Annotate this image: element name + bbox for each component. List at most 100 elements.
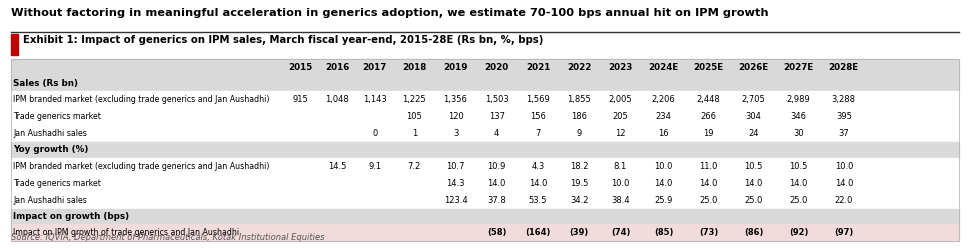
Text: 120: 120 bbox=[448, 112, 463, 121]
FancyBboxPatch shape bbox=[11, 175, 959, 192]
FancyBboxPatch shape bbox=[11, 142, 959, 157]
Text: (39): (39) bbox=[569, 228, 589, 237]
Text: 2015: 2015 bbox=[288, 63, 312, 72]
Text: Exhibit 1: Impact of generics on IPM sales, March fiscal year-end, 2015-28E (Rs : Exhibit 1: Impact of generics on IPM sal… bbox=[22, 35, 543, 45]
Text: 10.0: 10.0 bbox=[835, 162, 853, 171]
Text: 105: 105 bbox=[407, 112, 422, 121]
Text: 2020: 2020 bbox=[485, 63, 509, 72]
Text: 10.7: 10.7 bbox=[447, 162, 465, 171]
Text: IPM branded market (excluding trade generics and Jan Aushadhi): IPM branded market (excluding trade gene… bbox=[13, 95, 269, 104]
Text: 14.0: 14.0 bbox=[790, 179, 808, 188]
Text: 137: 137 bbox=[488, 112, 505, 121]
Text: 14.0: 14.0 bbox=[745, 179, 762, 188]
Text: 25.0: 25.0 bbox=[699, 196, 718, 205]
Text: 1,855: 1,855 bbox=[567, 95, 591, 104]
Text: 2017: 2017 bbox=[363, 63, 387, 72]
FancyBboxPatch shape bbox=[11, 34, 18, 55]
Text: 38.4: 38.4 bbox=[611, 196, 630, 205]
Text: 156: 156 bbox=[530, 112, 546, 121]
Text: 2022: 2022 bbox=[567, 63, 592, 72]
Text: 37.8: 37.8 bbox=[488, 196, 506, 205]
Text: 8.1: 8.1 bbox=[614, 162, 627, 171]
Text: 346: 346 bbox=[791, 112, 806, 121]
Text: (74): (74) bbox=[610, 228, 630, 237]
Text: Jan Aushadhi sales: Jan Aushadhi sales bbox=[13, 196, 87, 205]
Text: 9.1: 9.1 bbox=[369, 162, 381, 171]
Text: 37: 37 bbox=[838, 129, 849, 138]
Text: 30: 30 bbox=[794, 129, 804, 138]
Text: 304: 304 bbox=[746, 112, 761, 121]
Text: 2026E: 2026E bbox=[739, 63, 769, 72]
Text: 14.0: 14.0 bbox=[488, 179, 506, 188]
Text: 234: 234 bbox=[656, 112, 672, 121]
Text: Sales (Rs bn): Sales (Rs bn) bbox=[13, 79, 78, 88]
Text: 14.3: 14.3 bbox=[447, 179, 465, 188]
Text: 14.0: 14.0 bbox=[654, 179, 673, 188]
Text: 2024E: 2024E bbox=[648, 63, 679, 72]
Text: 34.2: 34.2 bbox=[570, 196, 589, 205]
Text: 19.5: 19.5 bbox=[570, 179, 589, 188]
Text: 10.5: 10.5 bbox=[790, 162, 808, 171]
Text: 2028E: 2028E bbox=[829, 63, 859, 72]
FancyBboxPatch shape bbox=[11, 76, 959, 91]
Text: (86): (86) bbox=[744, 228, 763, 237]
Text: 2,448: 2,448 bbox=[697, 95, 721, 104]
Text: 2,705: 2,705 bbox=[742, 95, 765, 104]
Text: (92): (92) bbox=[789, 228, 808, 237]
Text: 915: 915 bbox=[292, 95, 308, 104]
Text: 10.0: 10.0 bbox=[611, 179, 630, 188]
Text: 7.2: 7.2 bbox=[408, 162, 421, 171]
FancyBboxPatch shape bbox=[11, 125, 959, 142]
Text: Yoy growth (%): Yoy growth (%) bbox=[13, 146, 89, 155]
Text: 2,989: 2,989 bbox=[787, 95, 810, 104]
Text: 123.4: 123.4 bbox=[444, 196, 467, 205]
Text: Impact on growth (bps): Impact on growth (bps) bbox=[13, 212, 129, 221]
Text: 19: 19 bbox=[703, 129, 714, 138]
Text: 14.5: 14.5 bbox=[329, 162, 347, 171]
Text: 2021: 2021 bbox=[526, 63, 550, 72]
Text: 2027E: 2027E bbox=[784, 63, 814, 72]
FancyBboxPatch shape bbox=[11, 224, 959, 242]
Text: 2,005: 2,005 bbox=[608, 95, 633, 104]
Text: 1,569: 1,569 bbox=[526, 95, 550, 104]
Text: Jan Aushadhi sales: Jan Aushadhi sales bbox=[13, 129, 87, 138]
Text: Impact on IPM growth of trade generics and Jan Aushadhi: Impact on IPM growth of trade generics a… bbox=[13, 228, 239, 237]
FancyBboxPatch shape bbox=[11, 209, 959, 224]
Text: 4: 4 bbox=[494, 129, 499, 138]
Text: 7: 7 bbox=[535, 129, 541, 138]
Text: Trade generics market: Trade generics market bbox=[13, 112, 100, 121]
Text: Source: IQVIA, Department of Pharmaceuticals, Kotak Institutional Equities: Source: IQVIA, Department of Pharmaceuti… bbox=[11, 233, 325, 242]
Text: 266: 266 bbox=[701, 112, 717, 121]
Text: 25.9: 25.9 bbox=[654, 196, 673, 205]
Text: 12: 12 bbox=[615, 129, 626, 138]
Text: 186: 186 bbox=[571, 112, 587, 121]
Text: 24: 24 bbox=[749, 129, 759, 138]
Text: 10.0: 10.0 bbox=[654, 162, 673, 171]
Text: 4.3: 4.3 bbox=[531, 162, 545, 171]
Text: 2025E: 2025E bbox=[693, 63, 723, 72]
Text: 205: 205 bbox=[612, 112, 628, 121]
Text: 3: 3 bbox=[452, 129, 458, 138]
Text: 14.0: 14.0 bbox=[835, 179, 853, 188]
Text: 395: 395 bbox=[836, 112, 852, 121]
Text: 53.5: 53.5 bbox=[528, 196, 547, 205]
FancyBboxPatch shape bbox=[11, 108, 959, 125]
Text: 10.9: 10.9 bbox=[488, 162, 506, 171]
Text: 1: 1 bbox=[411, 129, 417, 138]
Text: (58): (58) bbox=[488, 228, 506, 237]
Text: 10.5: 10.5 bbox=[745, 162, 762, 171]
Text: IPM branded market (excluding trade generics and Jan Aushadhi): IPM branded market (excluding trade gene… bbox=[13, 162, 269, 171]
Text: Without factoring in meaningful acceleration in generics adoption, we estimate 7: Without factoring in meaningful accelera… bbox=[11, 7, 768, 18]
Text: (73): (73) bbox=[699, 228, 719, 237]
Text: 1,143: 1,143 bbox=[363, 95, 387, 104]
Text: 14.0: 14.0 bbox=[528, 179, 547, 188]
Text: 1,503: 1,503 bbox=[485, 95, 509, 104]
FancyBboxPatch shape bbox=[11, 59, 959, 76]
Text: (164): (164) bbox=[526, 228, 551, 237]
Text: 22.0: 22.0 bbox=[835, 196, 853, 205]
Text: 9: 9 bbox=[576, 129, 582, 138]
Text: 3,288: 3,288 bbox=[832, 95, 856, 104]
Text: 25.0: 25.0 bbox=[745, 196, 762, 205]
Text: 1,048: 1,048 bbox=[326, 95, 349, 104]
Text: 14.0: 14.0 bbox=[699, 179, 718, 188]
